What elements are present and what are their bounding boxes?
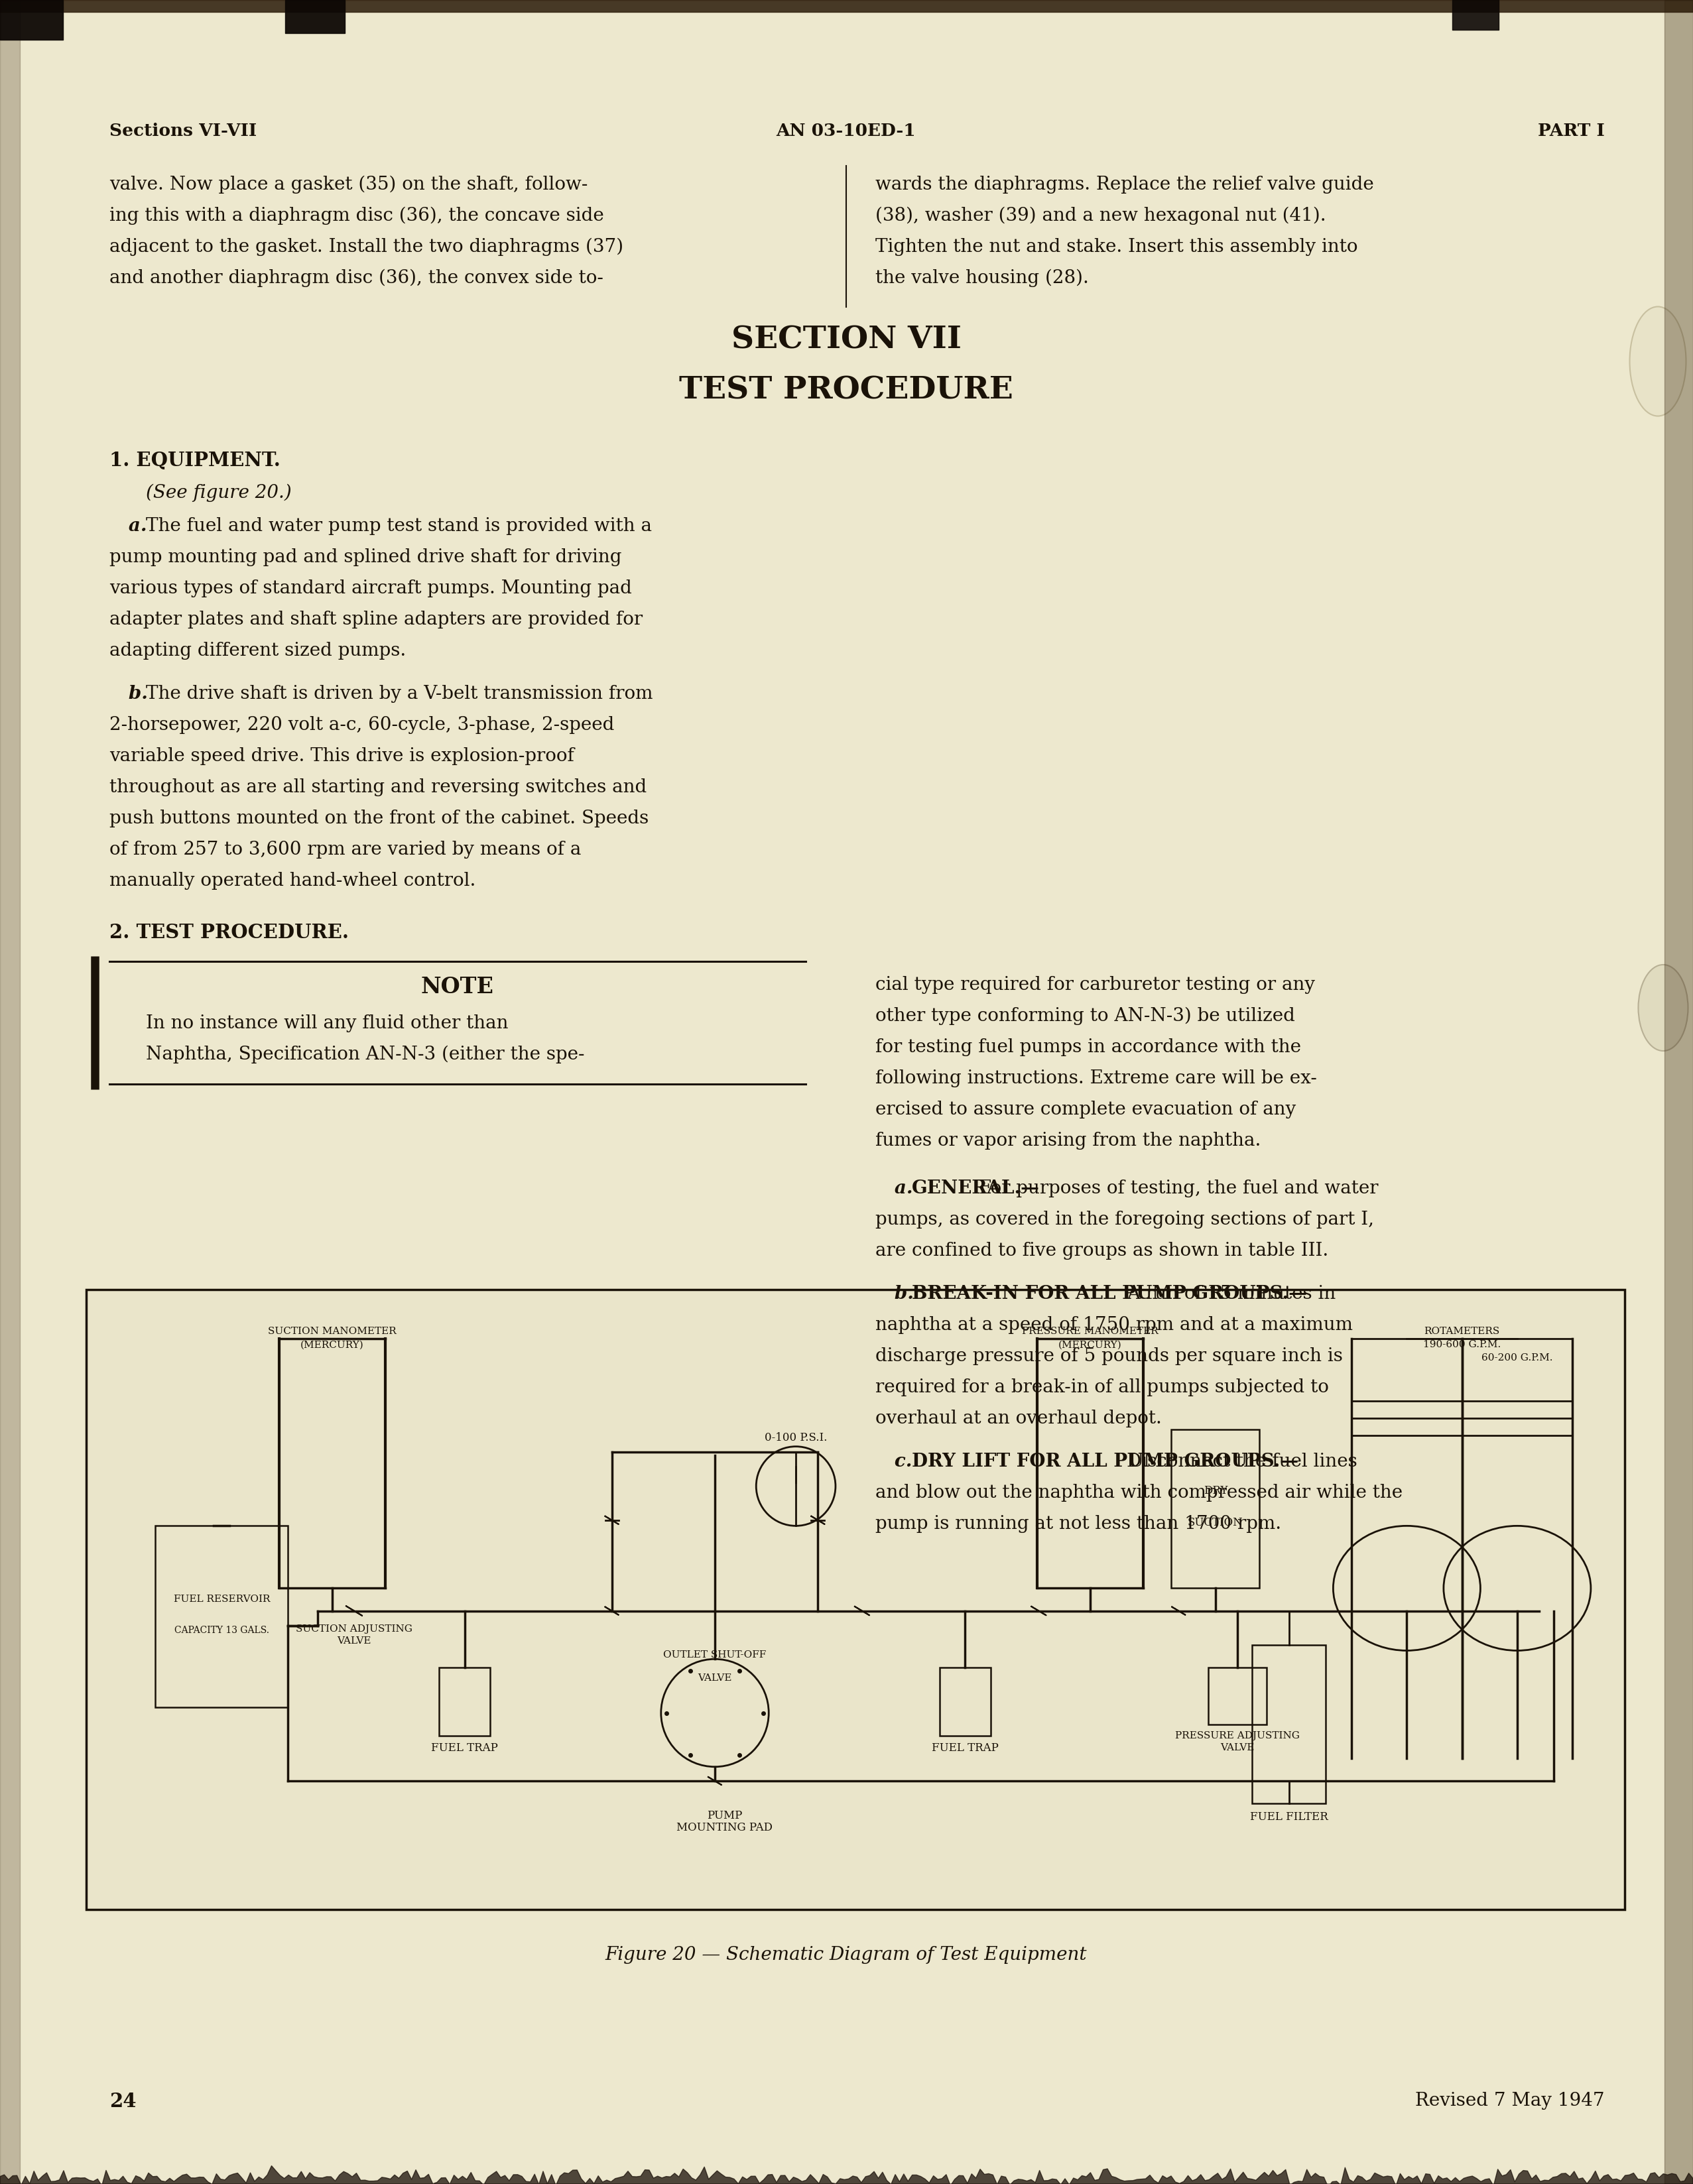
Ellipse shape bbox=[1639, 965, 1688, 1051]
Text: PRESSURE ADJUSTING: PRESSURE ADJUSTING bbox=[1175, 1732, 1300, 1741]
Text: (MERCURY): (MERCURY) bbox=[300, 1341, 364, 1350]
Text: ing this with a diaphragm disc (36), the concave side: ing this with a diaphragm disc (36), the… bbox=[110, 207, 604, 225]
Text: throughout as are all starting and reversing switches and: throughout as are all starting and rever… bbox=[110, 778, 647, 797]
Text: of from 257 to 3,600 rpm are varied by means of a: of from 257 to 3,600 rpm are varied by m… bbox=[110, 841, 581, 858]
Text: 24: 24 bbox=[110, 2092, 137, 2112]
Text: required for a break-in of all pumps subjected to: required for a break-in of all pumps sub… bbox=[875, 1378, 1329, 1396]
Text: (See figure 20.): (See figure 20.) bbox=[146, 485, 291, 502]
Text: SECTION VII: SECTION VII bbox=[731, 325, 962, 356]
Text: are confined to five groups as shown in table III.: are confined to five groups as shown in … bbox=[875, 1243, 1329, 1260]
Text: DRY LIFT FOR ALL PUMP GROUPS.—: DRY LIFT FOR ALL PUMP GROUPS.— bbox=[913, 1452, 1299, 1470]
Text: various types of standard aircraft pumps. Mounting pad: various types of standard aircraft pumps… bbox=[110, 579, 631, 598]
Text: FUEL FILTER: FUEL FILTER bbox=[1249, 1811, 1327, 1824]
Ellipse shape bbox=[1630, 306, 1686, 415]
Text: FUEL RESERVOIR: FUEL RESERVOIR bbox=[173, 1594, 269, 1603]
Text: pump mounting pad and splined drive shaft for driving: pump mounting pad and splined drive shaf… bbox=[110, 548, 621, 566]
Text: VALVE: VALVE bbox=[337, 1636, 371, 1645]
Text: and blow out the naphtha with compressed air while the: and blow out the naphtha with compressed… bbox=[875, 1483, 1402, 1503]
Text: 1. EQUIPMENT.: 1. EQUIPMENT. bbox=[110, 450, 281, 470]
Text: For purposes of testing, the fuel and water: For purposes of testing, the fuel and wa… bbox=[979, 1179, 1378, 1197]
Text: cial type required for carburetor testing or any: cial type required for carburetor testin… bbox=[875, 976, 1315, 994]
Text: BREAK-IN FOR ALL PUMP GROUPS.—: BREAK-IN FOR ALL PUMP GROUPS.— bbox=[913, 1284, 1307, 1304]
Text: pump is running at not less than 1700 rpm.: pump is running at not less than 1700 rp… bbox=[875, 1516, 1282, 1533]
Bar bbox=[1172, 1431, 1260, 1588]
Bar bbox=[438, 1669, 491, 1736]
Text: SUCTION: SUCTION bbox=[1187, 1516, 1243, 1529]
Bar bbox=[1209, 1669, 1266, 1723]
Text: PRESSURE MANOMETER: PRESSURE MANOMETER bbox=[1023, 1328, 1158, 1337]
Text: TEST PROCEDURE: TEST PROCEDURE bbox=[679, 376, 1012, 404]
Text: adapter plates and shaft spline adapters are provided for: adapter plates and shaft spline adapters… bbox=[110, 612, 643, 629]
Text: (MERCURY): (MERCURY) bbox=[1058, 1341, 1122, 1350]
Text: FUEL TRAP: FUEL TRAP bbox=[432, 1743, 498, 1754]
Text: overhaul at an overhaul depot.: overhaul at an overhaul depot. bbox=[875, 1409, 1161, 1428]
Bar bbox=[940, 1669, 990, 1736]
Text: GENERAL.—: GENERAL.— bbox=[913, 1179, 1040, 1197]
Text: c.: c. bbox=[875, 1452, 913, 1470]
Text: 2-horsepower, 220 volt a-c, 60-cycle, 3-phase, 2-speed: 2-horsepower, 220 volt a-c, 60-cycle, 3-… bbox=[110, 716, 615, 734]
Text: following instructions. Extreme care will be ex-: following instructions. Extreme care wil… bbox=[875, 1070, 1317, 1088]
Text: b.: b. bbox=[110, 686, 147, 703]
Bar bbox=[86, 1289, 1625, 1909]
Text: The fuel and water pump test stand is provided with a: The fuel and water pump test stand is pr… bbox=[146, 518, 652, 535]
Text: 60-200 G.P.M.: 60-200 G.P.M. bbox=[1481, 1354, 1552, 1363]
Text: FUEL TRAP: FUEL TRAP bbox=[931, 1743, 999, 1754]
Text: discharge pressure of 5 pounds per square inch is: discharge pressure of 5 pounds per squar… bbox=[875, 1348, 1343, 1365]
Text: SUCTION ADJUSTING: SUCTION ADJUSTING bbox=[296, 1625, 413, 1634]
Bar bbox=[156, 1527, 288, 1708]
Text: VALVE: VALVE bbox=[1221, 1743, 1255, 1752]
Text: MOUNTING PAD: MOUNTING PAD bbox=[677, 1821, 774, 1832]
Text: fumes or vapor arising from the naphtha.: fumes or vapor arising from the naphtha. bbox=[875, 1131, 1261, 1149]
Text: VALVE: VALVE bbox=[698, 1673, 731, 1682]
Text: PUMP: PUMP bbox=[708, 1811, 743, 1821]
Text: Figure 20 — Schematic Diagram of Test Equipment: Figure 20 — Schematic Diagram of Test Eq… bbox=[606, 1946, 1087, 1963]
Text: In no instance will any fluid other than: In no instance will any fluid other than bbox=[146, 1013, 508, 1033]
Text: variable speed drive. This drive is explosion-proof: variable speed drive. This drive is expl… bbox=[110, 747, 574, 764]
Text: PART I: PART I bbox=[1537, 122, 1605, 140]
Text: DRY: DRY bbox=[1204, 1485, 1227, 1496]
Text: manually operated hand-wheel control.: manually operated hand-wheel control. bbox=[110, 871, 476, 889]
Text: other type conforming to AN-N-3) be utilized: other type conforming to AN-N-3) be util… bbox=[875, 1007, 1295, 1024]
Text: NOTE: NOTE bbox=[422, 976, 494, 998]
Text: CAPACITY 13 GALS.: CAPACITY 13 GALS. bbox=[174, 1625, 269, 1636]
Text: b.: b. bbox=[875, 1284, 914, 1304]
Text: 190-600 G.P.M.: 190-600 G.P.M. bbox=[1424, 1341, 1502, 1350]
Text: AN 03-10ED-1: AN 03-10ED-1 bbox=[777, 122, 916, 140]
Text: and another diaphragm disc (36), the convex side to-: and another diaphragm disc (36), the con… bbox=[110, 269, 603, 288]
Text: adapting different sized pumps.: adapting different sized pumps. bbox=[110, 642, 406, 660]
Text: SUCTION MANOMETER: SUCTION MANOMETER bbox=[267, 1328, 396, 1337]
Text: a.: a. bbox=[875, 1179, 913, 1197]
Text: ROTAMETERS: ROTAMETERS bbox=[1424, 1328, 1500, 1337]
Bar bbox=[1253, 1645, 1326, 1804]
Text: Tighten the nut and stake. Insert this assembly into: Tighten the nut and stake. Insert this a… bbox=[875, 238, 1358, 256]
Text: adjacent to the gasket. Install the two diaphragms (37): adjacent to the gasket. Install the two … bbox=[110, 238, 623, 256]
Text: OUTLET SHUT-OFF: OUTLET SHUT-OFF bbox=[664, 1651, 767, 1660]
Text: the valve housing (28).: the valve housing (28). bbox=[875, 269, 1089, 288]
Text: wards the diaphragms. Replace the relief valve guide: wards the diaphragms. Replace the relief… bbox=[875, 175, 1373, 194]
Text: Naphtha, Specification AN-N-3 (either the spe-: Naphtha, Specification AN-N-3 (either th… bbox=[146, 1046, 584, 1064]
Text: naphtha at a speed of 1750 rpm and at a maximum: naphtha at a speed of 1750 rpm and at a … bbox=[875, 1317, 1353, 1334]
Text: A run of 15 minutes in: A run of 15 minutes in bbox=[1126, 1284, 1336, 1304]
Text: valve. Now place a gasket (35) on the shaft, follow-: valve. Now place a gasket (35) on the sh… bbox=[110, 175, 587, 194]
Text: for testing fuel pumps in accordance with the: for testing fuel pumps in accordance wit… bbox=[875, 1037, 1302, 1057]
Text: a.: a. bbox=[110, 518, 147, 535]
Text: push buttons mounted on the front of the cabinet. Speeds: push buttons mounted on the front of the… bbox=[110, 810, 648, 828]
Text: Sections VI-VII: Sections VI-VII bbox=[110, 122, 257, 140]
Text: Revised 7 May 1947: Revised 7 May 1947 bbox=[1415, 2092, 1605, 2110]
Text: Disconnect the fuel lines: Disconnect the fuel lines bbox=[1126, 1452, 1358, 1470]
Text: The drive shaft is driven by a V-belt transmission from: The drive shaft is driven by a V-belt tr… bbox=[146, 686, 653, 703]
Text: 0-100 P.S.I.: 0-100 P.S.I. bbox=[765, 1433, 828, 1444]
Text: ercised to assure complete evacuation of any: ercised to assure complete evacuation of… bbox=[875, 1101, 1295, 1118]
Text: 2. TEST PROCEDURE.: 2. TEST PROCEDURE. bbox=[110, 924, 349, 941]
Text: (38), washer (39) and a new hexagonal nut (41).: (38), washer (39) and a new hexagonal nu… bbox=[875, 207, 1326, 225]
Text: pumps, as covered in the foregoing sections of part I,: pumps, as covered in the foregoing secti… bbox=[875, 1210, 1375, 1230]
